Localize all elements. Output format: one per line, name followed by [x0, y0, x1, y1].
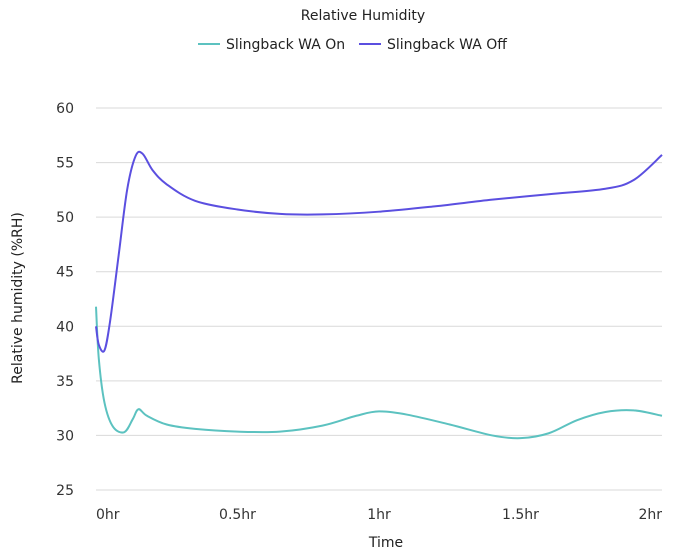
chart-title: Relative Humidity [301, 8, 425, 24]
x-tick-label: 1.5hr [502, 507, 539, 523]
x-tick-label: 1hr [367, 507, 391, 523]
series-lines [95, 150, 663, 440]
gridlines [96, 107, 662, 491]
y-axis-ticks: 25 30 35 40 45 50 55 60 [56, 101, 74, 499]
x-tick-label: 2hr [638, 507, 662, 523]
x-tick-label: 0.5hr [219, 507, 256, 523]
y-tick-label: 60 [56, 101, 74, 117]
y-axis-label: Relative humidity (%RH) [10, 212, 26, 384]
series-line-wa-off [95, 150, 663, 353]
series-line-wa-on [95, 306, 663, 440]
x-tick-label: 0hr [96, 507, 120, 523]
legend-label-on: Slingback WA On [226, 37, 345, 53]
y-tick-label: 25 [56, 483, 74, 499]
x-axis-ticks: 0hr 0.5hr 1hr 1.5hr 2hr [96, 507, 662, 523]
y-tick-label: 35 [56, 374, 74, 390]
y-tick-label: 50 [56, 210, 74, 226]
y-tick-label: 55 [56, 156, 74, 172]
x-axis-label: Time [368, 535, 403, 551]
legend-label-off: Slingback WA Off [387, 37, 507, 53]
y-tick-label: 45 [56, 265, 74, 281]
y-tick-label: 30 [56, 428, 74, 444]
legend: Slingback WA On Slingback WA Off [198, 37, 507, 53]
y-tick-label: 40 [56, 319, 74, 335]
